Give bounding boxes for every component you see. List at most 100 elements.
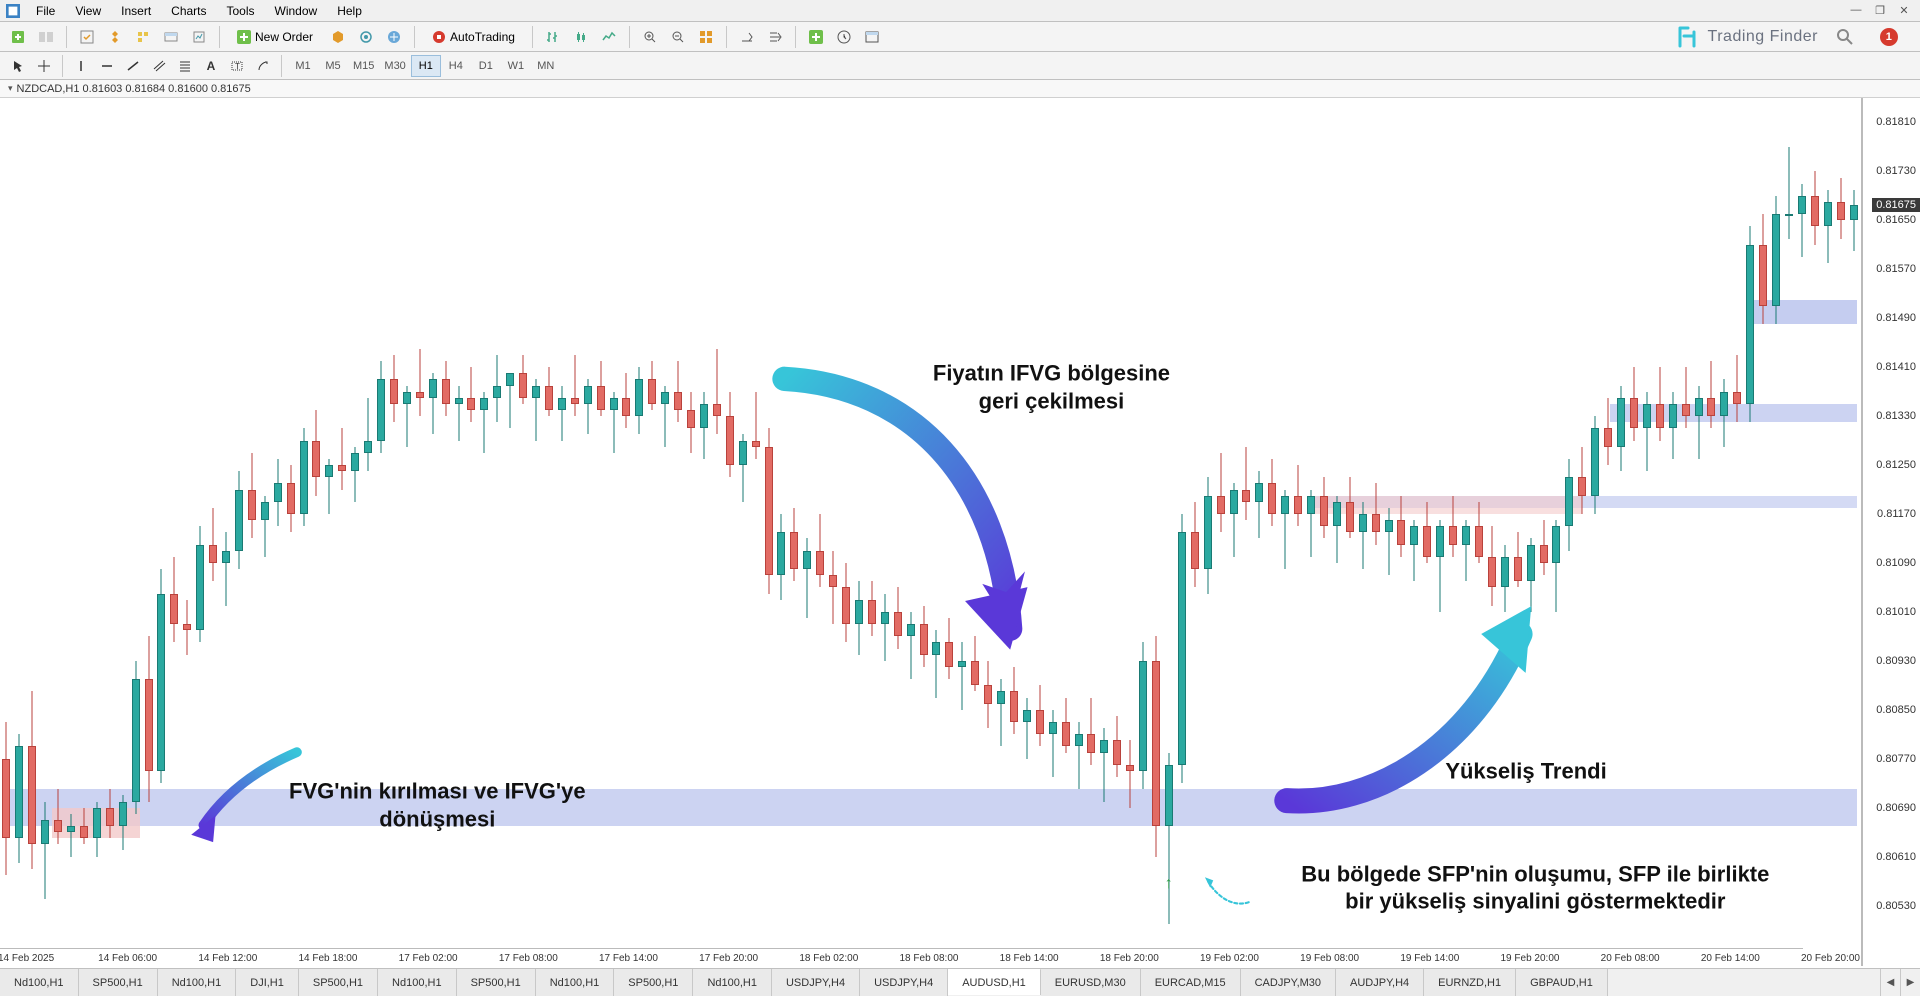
chart-tab[interactable]: Nd100,H1: [693, 969, 772, 996]
trendline-tool[interactable]: [121, 54, 145, 78]
metaquotes-button[interactable]: [326, 25, 350, 49]
chart-menu-icon[interactable]: ▾: [8, 83, 13, 94]
crosshair-tool[interactable]: [32, 54, 56, 78]
chart-tab[interactable]: EURNZD,H1: [1424, 969, 1516, 996]
profiles-button[interactable]: [34, 25, 58, 49]
chart-tab[interactable]: CADJPY,M30: [1241, 969, 1336, 996]
tabs-scroll[interactable]: ▶: [1900, 969, 1920, 996]
timeframe-h4[interactable]: H4: [441, 55, 471, 77]
x-tick: 17 Feb 14:00: [599, 953, 658, 964]
chart-canvas[interactable]: 14 Feb 202514 Feb 06:0014 Feb 12:0014 Fe…: [0, 98, 1862, 966]
zoom-out-button[interactable]: [666, 25, 690, 49]
chart-tab[interactable]: Nd100,H1: [536, 969, 615, 996]
chart-tab[interactable]: Nd100,H1: [158, 969, 237, 996]
menu-help[interactable]: Help: [327, 2, 372, 20]
timeframe-m30[interactable]: M30: [379, 55, 410, 77]
fibonacci-tool[interactable]: [173, 54, 197, 78]
chart-tab[interactable]: USDJPY,H4: [772, 969, 860, 996]
chart-tab[interactable]: EURCAD,M15: [1141, 969, 1241, 996]
timeframe-m5[interactable]: M5: [318, 55, 348, 77]
timeframe-h1[interactable]: H1: [411, 55, 441, 77]
y-tick: 0.80770: [1876, 753, 1916, 765]
menu-window[interactable]: Window: [265, 2, 328, 20]
menu-charts[interactable]: Charts: [161, 2, 216, 20]
chart-tab[interactable]: DJI,H1: [236, 969, 299, 996]
menu-view[interactable]: View: [65, 2, 111, 20]
candle: [1669, 98, 1677, 948]
chart-tab[interactable]: SP500,H1: [457, 969, 536, 996]
data-window-button[interactable]: [103, 25, 127, 49]
candle: [1630, 98, 1638, 948]
candle: [1552, 98, 1560, 948]
indicators-button[interactable]: [804, 25, 828, 49]
vertical-line-tool[interactable]: [69, 54, 93, 78]
horizontal-line-tool[interactable]: [95, 54, 119, 78]
tabs-scroll[interactable]: ◀: [1880, 969, 1900, 996]
auto-trading-button[interactable]: AutoTrading: [423, 25, 524, 49]
chart-tab[interactable]: GBPAUD,H1: [1516, 969, 1608, 996]
candle-chart-button[interactable]: [569, 25, 593, 49]
menu-tools[interactable]: Tools: [217, 2, 265, 20]
candle: [1436, 98, 1444, 948]
line-chart-button[interactable]: [597, 25, 621, 49]
candle: [932, 98, 940, 948]
bar-chart-button[interactable]: [541, 25, 565, 49]
timeframe-w1[interactable]: W1: [501, 55, 531, 77]
timeframe-m15[interactable]: M15: [348, 55, 379, 77]
maximize-button[interactable]: ❐: [1872, 4, 1888, 17]
candle: [752, 98, 760, 948]
timeframe-m1[interactable]: M1: [288, 55, 318, 77]
notifications-badge[interactable]: 1: [1880, 28, 1898, 46]
candle: [235, 98, 243, 948]
candle: [1372, 98, 1380, 948]
terminal-button[interactable]: [159, 25, 183, 49]
candle: [713, 98, 721, 948]
timeframe-mn[interactable]: MN: [531, 55, 561, 77]
y-tick: 0.81570: [1876, 263, 1916, 275]
navigator-button[interactable]: [131, 25, 155, 49]
vps-button[interactable]: [382, 25, 406, 49]
candle: [1423, 98, 1431, 948]
chart-tab[interactable]: SP500,H1: [79, 969, 158, 996]
new-order-button[interactable]: New Order: [228, 25, 322, 49]
candle: [1320, 98, 1328, 948]
sfp-arrow-icon: ↑: [1165, 875, 1173, 893]
candle: [1656, 98, 1664, 948]
arrows-tool[interactable]: [251, 54, 275, 78]
periodicity-button[interactable]: [832, 25, 856, 49]
signals-button[interactable]: [354, 25, 378, 49]
chart-tab[interactable]: Nd100,H1: [378, 969, 457, 996]
chart-tab[interactable]: Nd100,H1: [0, 969, 79, 996]
candle: [971, 98, 979, 948]
market-watch-button[interactable]: [75, 25, 99, 49]
menu-file[interactable]: File: [26, 2, 65, 20]
candle: [610, 98, 618, 948]
tile-windows-button[interactable]: [694, 25, 718, 49]
candle: [67, 98, 75, 948]
menu-insert[interactable]: Insert: [111, 2, 161, 20]
search-icon[interactable]: [1836, 28, 1854, 46]
cursor-tool[interactable]: [6, 54, 30, 78]
candle: [132, 98, 140, 948]
chart-tab[interactable]: EURUSD,M30: [1041, 969, 1141, 996]
equidistant-channel-tool[interactable]: [147, 54, 171, 78]
candle: [1578, 98, 1586, 948]
auto-scroll-button[interactable]: [763, 25, 787, 49]
text-tool[interactable]: A: [199, 54, 223, 78]
new-chart-button[interactable]: [6, 25, 30, 49]
close-button[interactable]: ✕: [1896, 4, 1912, 17]
chart-tab[interactable]: SP500,H1: [614, 969, 693, 996]
chart-tab[interactable]: SP500,H1: [299, 969, 378, 996]
shift-chart-button[interactable]: [735, 25, 759, 49]
templates-button[interactable]: [860, 25, 884, 49]
zoom-in-button[interactable]: [638, 25, 662, 49]
chart-tab[interactable]: USDJPY,H4: [860, 969, 948, 996]
candle: [829, 98, 837, 948]
strategy-tester-button[interactable]: [187, 25, 211, 49]
candle: [1824, 98, 1832, 948]
minimize-button[interactable]: —: [1848, 4, 1864, 17]
chart-tab[interactable]: AUDUSD,H1: [948, 968, 1041, 995]
timeframe-d1[interactable]: D1: [471, 55, 501, 77]
text-label-tool[interactable]: T: [225, 54, 249, 78]
chart-tab[interactable]: AUDJPY,H4: [1336, 969, 1424, 996]
